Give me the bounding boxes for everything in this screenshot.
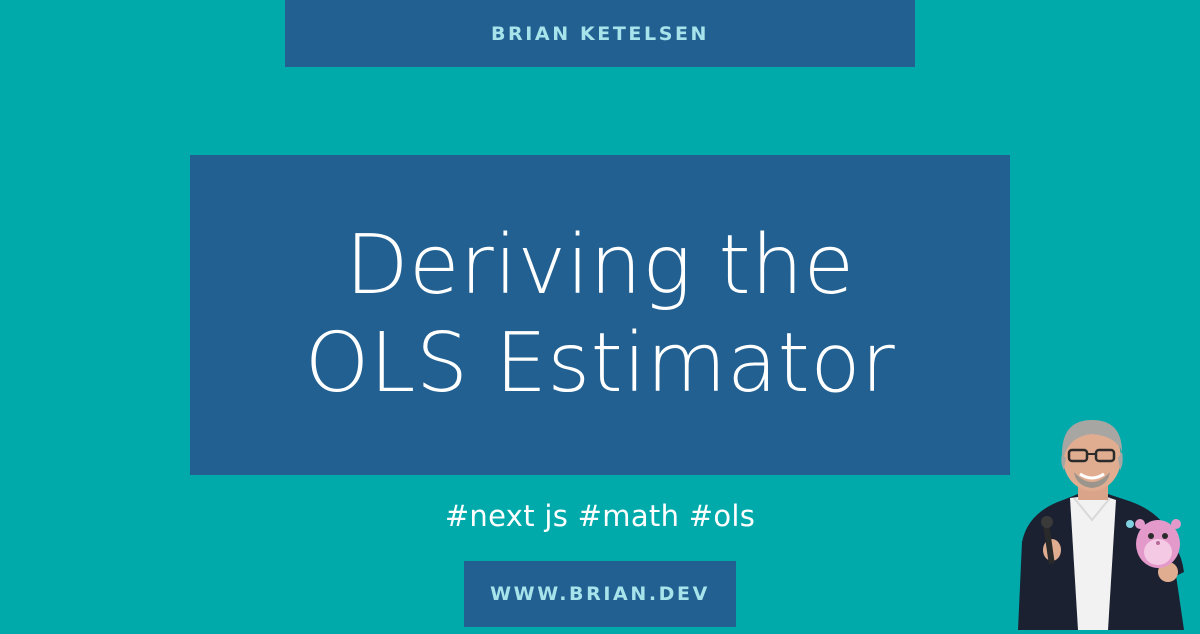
shirt-shape [1070, 496, 1116, 630]
author-banner: BRIAN KETELSEN [285, 0, 915, 67]
post-title-line-1: Deriving the [345, 218, 855, 313]
site-url: WWW.BRIAN.DEV [490, 583, 710, 605]
hair-shape [1062, 420, 1122, 456]
title-box: Deriving the OLS Estimator [190, 155, 1010, 475]
post-title-line-2: OLS Estimator [304, 316, 896, 411]
site-url-banner: WWW.BRIAN.DEV [464, 561, 736, 627]
tag-list: #next js #math #ols [444, 499, 756, 533]
author-name: BRIAN KETELSEN [490, 22, 710, 45]
speaker-photo-icon [1008, 412, 1200, 630]
